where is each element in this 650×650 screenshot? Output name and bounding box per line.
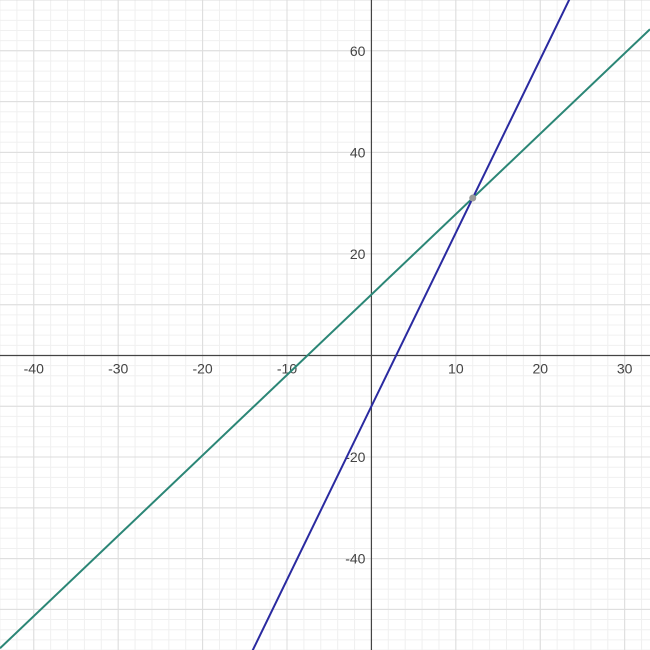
x-tick-label: -20 bbox=[192, 360, 212, 376]
y-tick-label: 40 bbox=[350, 144, 366, 160]
x-tick-label: -40 bbox=[24, 360, 44, 376]
intersection-point bbox=[469, 195, 476, 202]
x-tick-label: -30 bbox=[108, 360, 128, 376]
y-tick-label: 60 bbox=[350, 43, 366, 59]
x-tick-label: 20 bbox=[532, 360, 548, 376]
x-tick-label: 30 bbox=[617, 360, 633, 376]
y-tick-label: -40 bbox=[345, 551, 365, 567]
coordinate-plane-chart: -40-30-20-10102030-40-20204060 bbox=[0, 0, 650, 650]
y-tick-label: -20 bbox=[345, 449, 365, 465]
x-tick-label: 10 bbox=[448, 360, 464, 376]
y-tick-label: 20 bbox=[350, 246, 366, 262]
